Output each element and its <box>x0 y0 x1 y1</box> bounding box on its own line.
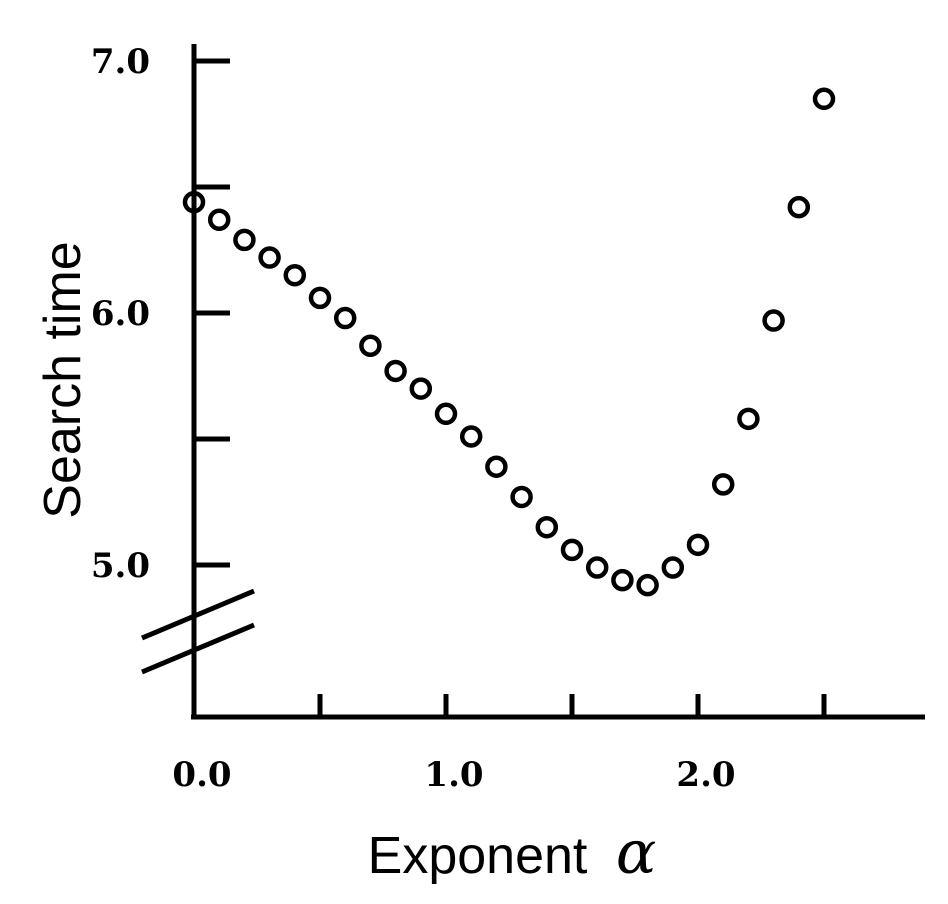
data-point <box>535 515 559 539</box>
data-point <box>585 556 609 579</box>
y-tick-label: 6.0 <box>91 294 150 334</box>
data-point <box>459 425 483 448</box>
x-axis-title-text: Exponent <box>368 827 588 885</box>
axes <box>141 44 925 720</box>
data-point <box>207 208 231 232</box>
x-ticks <box>317 694 827 717</box>
data-point <box>510 485 533 509</box>
data-point <box>812 87 836 111</box>
data-point <box>409 377 433 400</box>
y-axis-title: Search time <box>34 241 92 518</box>
x-tick-labels: 0.0 1.0 2.0 <box>172 755 735 795</box>
y-ticks <box>194 58 230 568</box>
data-point <box>686 533 710 557</box>
data-point <box>359 334 382 358</box>
y-tick-label: 7.0 <box>91 42 150 82</box>
x-tick-label: 1.0 <box>424 755 483 795</box>
data-point <box>762 309 785 332</box>
x-axis-title: Exponent α <box>368 818 657 888</box>
x-tick-label: 0.0 <box>172 755 231 795</box>
data-point <box>661 556 685 579</box>
data-point <box>737 407 760 431</box>
data-point <box>258 246 281 269</box>
y-tick-labels: 5.0 6.0 7.0 <box>91 42 150 586</box>
data-point <box>182 190 206 214</box>
data-point <box>485 455 508 478</box>
data-point <box>283 263 307 287</box>
data-points <box>182 87 836 597</box>
axis-break-mark-upper <box>141 588 255 641</box>
data-point <box>384 359 407 383</box>
data-point <box>711 473 735 496</box>
axis-break-mark-lower <box>141 622 255 675</box>
data-point <box>333 306 357 330</box>
data-point <box>611 568 634 592</box>
alpha-symbol: α <box>616 818 657 888</box>
data-point <box>308 286 332 310</box>
data-point <box>233 228 256 252</box>
data-point <box>636 573 659 597</box>
data-point <box>560 538 584 562</box>
y-tick-label: 5.0 <box>91 546 150 586</box>
x-tick-label: 2.0 <box>676 755 735 795</box>
data-point <box>434 402 458 426</box>
data-point <box>787 195 811 219</box>
